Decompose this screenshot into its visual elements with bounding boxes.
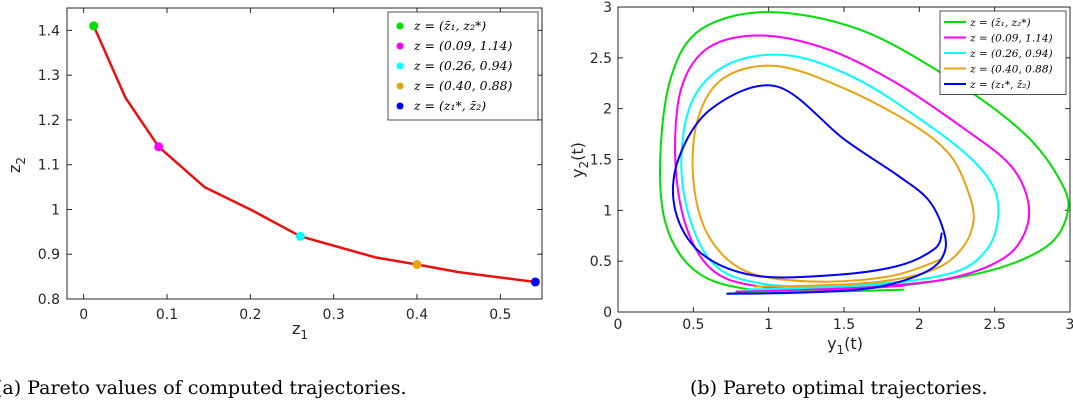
xtick-label: 0 — [614, 317, 623, 333]
xtick-label: 0.4 — [406, 307, 428, 323]
panel-b: 0 0.5 1 1.5 2 2.5 3 0 0.5 1 1.5 2 2.5 3 z = (z̄₁, z₂*… — [568, 0, 1073, 399]
legend-label: z = (0.40, 0.88) — [413, 78, 512, 93]
ytick-label: 0 — [603, 305, 612, 321]
ytick-label: 1.4 — [38, 23, 60, 39]
xtick-label: 0.5 — [682, 317, 704, 333]
legend-marker — [396, 42, 404, 50]
ytick-label: 1 — [51, 202, 60, 218]
trajectory-line — [671, 84, 947, 295]
ytick-label: 2.5 — [590, 51, 612, 67]
legend-label: z = (z̄₁, z₂*) — [413, 18, 486, 33]
ytick-label: 1.3 — [38, 68, 60, 84]
ticks-b: 0 0.5 1 1.5 2 2.5 3 0 0.5 1 1.5 2 2.5 3 — [590, 0, 1073, 333]
legend-marker — [396, 62, 404, 70]
pareto-point — [530, 277, 540, 287]
xtick-label: 0 — [79, 307, 88, 323]
pareto-point — [89, 21, 99, 31]
legend-label: z = (0.40, 0.88) — [969, 64, 1053, 76]
legend-label: z = (0.09, 1.14) — [413, 38, 512, 53]
ytick-label: 0.5 — [590, 254, 612, 270]
xtick-label: 1 — [764, 317, 773, 333]
legend-label: z = (z₁*, z̄₂) — [969, 79, 1031, 91]
trajectory-line — [691, 64, 975, 288]
xtick-label: 2.5 — [984, 317, 1006, 333]
legend-label: z = (0.26, 0.94) — [413, 58, 512, 73]
pareto-front — [92, 25, 536, 284]
legend-label: z = (0.26, 0.94) — [969, 48, 1053, 60]
panel-a: 0 0.1 0.2 0.3 0.4 0.5 0.8 0.9 1 1.1 1.2 1.3 1.4 z = … — [0, 7, 543, 399]
caption-a: (a) Pareto values of computed trajectori… — [0, 377, 406, 399]
xtick-label: 0.2 — [239, 307, 261, 323]
trajectory-line — [680, 53, 1000, 291]
legend-marker — [396, 22, 404, 30]
xtick-label: 0.1 — [156, 307, 178, 323]
legend-marker — [396, 102, 404, 110]
ytick-label: 3 — [603, 0, 612, 16]
legend-marker — [396, 82, 404, 90]
xtick-label: 0.5 — [489, 307, 511, 323]
legend-label: z = (z₁*, z̄₂) — [413, 98, 486, 113]
xtick-label: 1.5 — [833, 317, 855, 333]
ytick-label: 1.2 — [38, 113, 60, 129]
xlabel-a: z1 — [292, 319, 308, 342]
legend-box — [387, 11, 539, 121]
legend-b: z = (z̄₁, z₂*) z = (0.09, 1.14) z = (0.26,… — [939, 10, 1067, 95]
ytick-label: 1.1 — [38, 158, 60, 174]
pareto-front-line — [92, 25, 536, 284]
ytick-label: 0.8 — [38, 292, 60, 308]
ytick-label: 0.9 — [38, 247, 60, 263]
ticks-a: 0 0.1 0.2 0.3 0.4 0.5 0.8 0.9 1 1.1 1.2 1.3 1.4 — [38, 8, 542, 323]
xlabel-b: y1(t) — [827, 334, 863, 357]
ytick-label: 1.5 — [590, 153, 612, 169]
trajectories — [659, 11, 1070, 295]
xtick-label: 3 — [1066, 317, 1073, 333]
caption-b: (b) Pareto optimal trajectories. — [690, 377, 988, 399]
legend-label: z = (z̄₁, z₂*) — [969, 17, 1031, 29]
xtick-label: 2 — [915, 317, 924, 333]
trajectory-line — [674, 34, 1031, 293]
legend-label: z = (0.09, 1.14) — [969, 33, 1053, 45]
legend-a: z = (z̄₁, z₂*) z = (0.09, 1.14) z = (0.26,… — [387, 11, 539, 121]
ytick-label: 2 — [603, 102, 612, 118]
pareto-point — [154, 142, 164, 152]
ylabel-b: y2(t) — [568, 142, 591, 178]
pareto-points — [89, 21, 540, 287]
pareto-point — [412, 260, 422, 270]
pareto-point — [295, 231, 305, 241]
ytick-label: 1 — [603, 203, 612, 219]
ylabel-a: z2 — [5, 157, 28, 173]
xtick-label: 0.3 — [323, 307, 345, 323]
